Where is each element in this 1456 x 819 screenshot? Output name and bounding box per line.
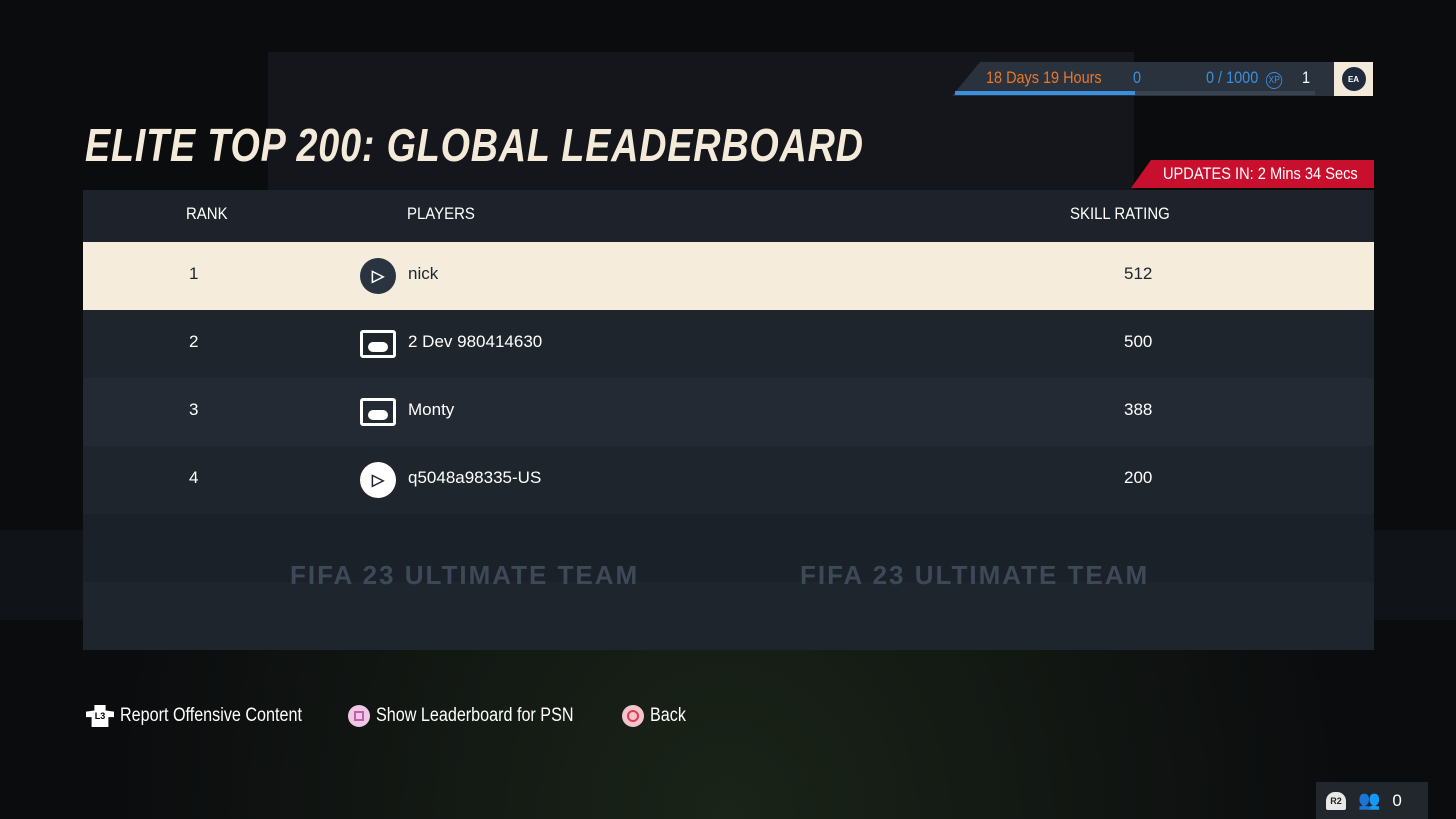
table-row[interactable]: 3 Monty 388 xyxy=(83,378,1374,446)
table-row[interactable]: 4 ▷ q5048a98335-US 200 xyxy=(83,446,1374,514)
watermark: FIFA 23 ULTIMATE TEAM xyxy=(290,560,640,590)
square-button-icon xyxy=(348,705,371,727)
rank: 3 xyxy=(189,400,199,419)
circle-button-icon xyxy=(622,705,645,727)
r2-button-icon: R2 xyxy=(1326,791,1346,810)
leaderboard-table: RANK PLAYERS SKILL RATING 1 ▷ nick 512 2 … xyxy=(83,190,1374,650)
back-button[interactable]: Back xyxy=(622,705,692,727)
updates-badge: UPDATES IN: 2 Mins 34 Secs xyxy=(1131,160,1374,188)
player-name: q5048a98335-US xyxy=(408,468,542,487)
header-skill-rating: SKILL RATING xyxy=(1070,204,1170,223)
tv-controller-icon xyxy=(360,394,396,430)
playstation-icon: ▷ xyxy=(360,258,396,294)
watermark: FIFA 23 ULTIMATE TEAM xyxy=(800,560,1150,590)
playstation-icon: ▷ xyxy=(360,462,396,498)
table-header: RANK PLAYERS SKILL RATING xyxy=(83,190,1374,242)
skill-rating: 200 xyxy=(1124,468,1153,487)
table-row[interactable]: 2 2 Dev 980414630 500 xyxy=(83,310,1374,378)
skill-rating: 388 xyxy=(1124,400,1153,419)
empty-row xyxy=(83,582,1374,650)
show-psn-button[interactable]: Show Leaderboard for PSN xyxy=(348,705,608,727)
skill-rating: 500 xyxy=(1124,332,1153,351)
l3-button-icon: L3 xyxy=(86,705,114,727)
xp-value: 0 / 1000 xyxy=(1206,68,1259,87)
xp-progress xyxy=(955,91,1315,95)
player-name: Monty xyxy=(408,400,455,419)
friends-icon: 👥 xyxy=(1358,790,1381,810)
page-title: ELITE TOP 200: GLOBAL LEADERBOARD xyxy=(85,119,864,171)
report-button[interactable]: L3 Report Offensive Content xyxy=(86,705,334,727)
xp-icon: XP xyxy=(1266,72,1283,89)
rank: 2 xyxy=(189,332,199,351)
skill-rating: 512 xyxy=(1124,264,1153,283)
season-progress-bar: 18 Days 19 Hours 0 0 / 1000 XP 1 xyxy=(952,62,1334,96)
button-hints: L3 Report Offensive Content Show Leaderbo… xyxy=(86,705,693,727)
rank: 4 xyxy=(189,468,199,487)
friends-widget[interactable]: R2 👥 0 xyxy=(1316,782,1428,819)
player-name: nick xyxy=(408,264,439,283)
empty-row xyxy=(83,514,1374,582)
player-name: 2 Dev 980414630 xyxy=(408,332,543,351)
level-start: 0 xyxy=(1133,68,1142,87)
ea-logo-icon: EA xyxy=(1341,67,1366,91)
rank: 1 xyxy=(189,264,199,283)
tv-controller-icon xyxy=(360,326,396,362)
table-row[interactable]: 1 ▷ nick 512 xyxy=(83,242,1374,310)
friends-count: 0 xyxy=(1392,790,1402,810)
xp-progress-fill xyxy=(955,91,1135,95)
header-players: PLAYERS xyxy=(407,204,475,223)
level-next: 1 xyxy=(1302,68,1311,87)
ea-logo: EA xyxy=(1334,62,1373,96)
header-rank: RANK xyxy=(186,204,228,223)
season-timer: 18 Days 19 Hours xyxy=(986,68,1102,87)
